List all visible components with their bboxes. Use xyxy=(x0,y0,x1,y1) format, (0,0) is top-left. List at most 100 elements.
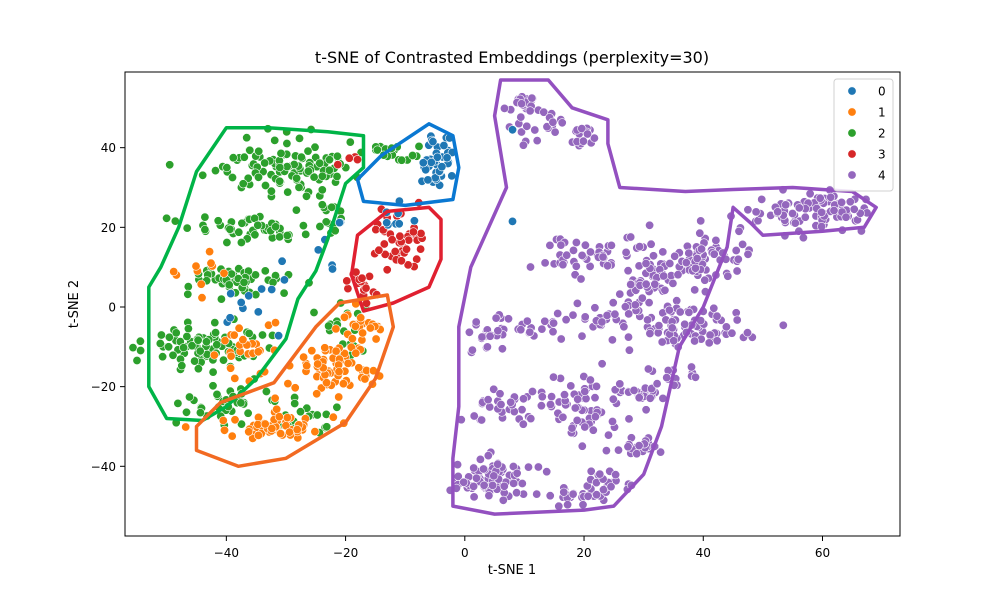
point-4 xyxy=(497,344,507,354)
point-1 xyxy=(334,367,344,377)
point-4 xyxy=(493,459,503,469)
point-4 xyxy=(554,501,564,511)
point-4 xyxy=(453,460,463,470)
point-1 xyxy=(220,425,230,435)
point-4 xyxy=(673,270,683,280)
point-1 xyxy=(354,363,364,373)
point-4 xyxy=(561,315,571,325)
point-0 xyxy=(274,331,284,341)
point-4 xyxy=(773,207,783,217)
point-1 xyxy=(338,379,348,389)
point-4 xyxy=(547,392,557,402)
legend-marker-1 xyxy=(847,107,857,117)
point-2 xyxy=(260,181,270,191)
point-3 xyxy=(379,239,389,249)
point-4 xyxy=(572,298,582,308)
point-4 xyxy=(603,430,613,440)
point-4 xyxy=(643,364,653,374)
point-4 xyxy=(562,250,572,260)
point-0 xyxy=(279,275,289,285)
point-2 xyxy=(200,212,210,222)
point-1 xyxy=(347,334,357,344)
point-4 xyxy=(537,392,547,402)
point-2 xyxy=(253,220,263,230)
point-4 xyxy=(557,118,567,128)
point-4 xyxy=(516,325,526,335)
point-4 xyxy=(672,296,682,306)
point-4 xyxy=(709,303,719,313)
point-2 xyxy=(317,200,327,210)
point-1 xyxy=(205,247,215,257)
point-4 xyxy=(525,262,535,272)
point-2 xyxy=(301,191,311,201)
point-4 xyxy=(781,200,791,210)
point-0 xyxy=(327,264,337,274)
point-2 xyxy=(179,343,189,353)
point-4 xyxy=(675,307,685,317)
point-2 xyxy=(236,238,246,248)
point-4 xyxy=(696,244,706,254)
point-4 xyxy=(496,399,506,409)
point-2 xyxy=(270,135,280,145)
point-4 xyxy=(778,320,788,330)
point-2 xyxy=(185,392,195,402)
point-1 xyxy=(356,313,366,323)
point-2 xyxy=(212,389,222,399)
point-4 xyxy=(626,232,636,242)
point-0 xyxy=(442,153,452,163)
point-4 xyxy=(568,310,578,320)
point-4 xyxy=(478,464,488,474)
point-4 xyxy=(525,327,535,337)
point-4 xyxy=(660,285,670,295)
point-4 xyxy=(652,379,662,389)
point-1 xyxy=(310,427,320,437)
point-2 xyxy=(136,345,146,355)
point-4 xyxy=(550,127,560,137)
point-2 xyxy=(222,238,232,248)
point-2 xyxy=(190,356,200,366)
point-0 xyxy=(277,256,287,266)
point-2 xyxy=(290,398,300,408)
point-4 xyxy=(526,414,536,424)
point-4 xyxy=(469,481,479,491)
point-3 xyxy=(382,265,392,275)
point-2 xyxy=(408,151,418,161)
point-4 xyxy=(757,194,767,204)
point-2 xyxy=(162,213,172,223)
point-1 xyxy=(339,312,349,322)
point-4 xyxy=(530,125,540,135)
point-4 xyxy=(645,220,655,230)
point-4 xyxy=(794,203,804,213)
point-2 xyxy=(228,153,238,163)
point-2 xyxy=(332,172,342,182)
point-4 xyxy=(483,451,493,461)
y-tick-label: 20 xyxy=(101,221,116,235)
point-4 xyxy=(540,316,550,326)
point-1 xyxy=(292,425,302,435)
point-4 xyxy=(576,274,586,284)
point-2 xyxy=(183,324,193,334)
point-4 xyxy=(477,332,487,342)
point-4 xyxy=(619,322,629,332)
point-2 xyxy=(236,398,246,408)
point-4 xyxy=(721,322,731,332)
point-4 xyxy=(690,336,700,346)
legend-box xyxy=(833,78,894,192)
point-4 xyxy=(518,419,528,429)
point-1 xyxy=(283,379,293,389)
point-4 xyxy=(489,471,499,481)
point-2 xyxy=(254,172,264,182)
point-4 xyxy=(469,463,479,473)
point-4 xyxy=(469,492,479,502)
point-2 xyxy=(296,152,306,162)
point-4 xyxy=(751,207,761,217)
point-4 xyxy=(491,313,501,323)
point-4 xyxy=(690,263,700,273)
point-3 xyxy=(390,247,400,257)
point-2 xyxy=(164,332,174,342)
point-3 xyxy=(403,260,413,270)
point-2 xyxy=(294,182,304,192)
point-4 xyxy=(548,117,558,127)
point-2 xyxy=(239,152,249,162)
point-4 xyxy=(624,414,634,424)
